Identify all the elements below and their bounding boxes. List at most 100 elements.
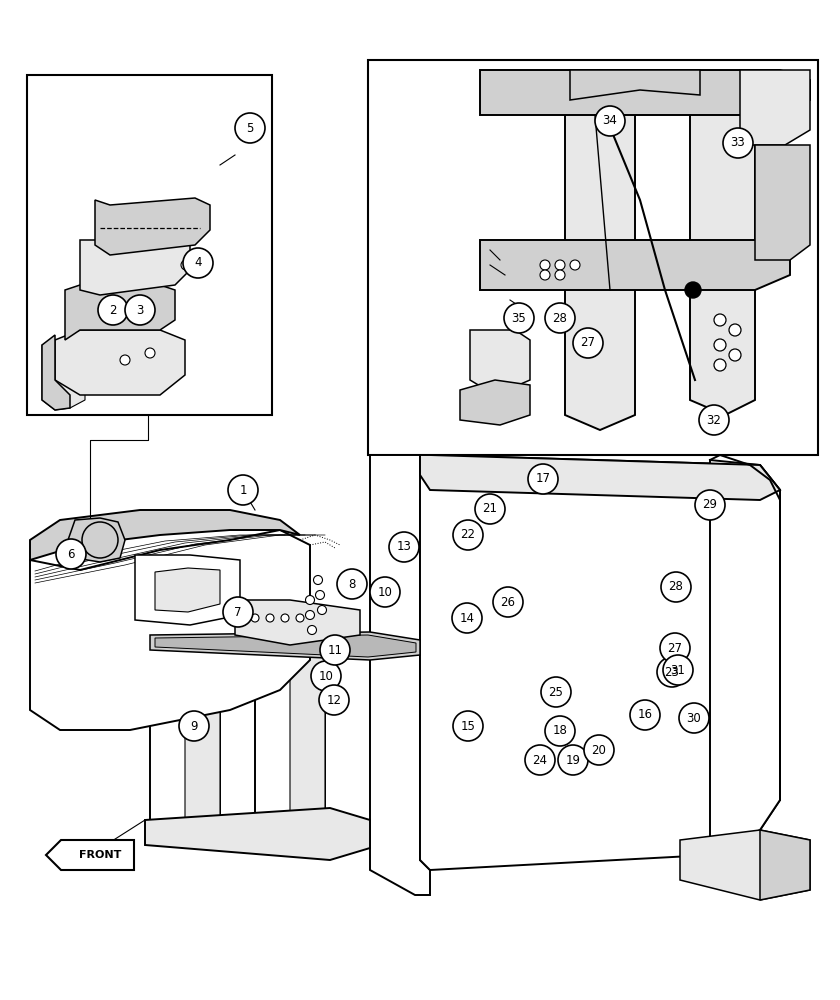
Polygon shape xyxy=(570,70,700,100)
Circle shape xyxy=(307,626,317,635)
Circle shape xyxy=(311,661,341,691)
Polygon shape xyxy=(30,530,310,730)
Text: 28: 28 xyxy=(553,312,568,324)
Text: 17: 17 xyxy=(536,473,550,486)
Text: 8: 8 xyxy=(349,578,355,590)
Circle shape xyxy=(660,633,690,663)
Polygon shape xyxy=(155,635,416,657)
Polygon shape xyxy=(135,555,240,625)
Polygon shape xyxy=(480,70,810,115)
Circle shape xyxy=(595,106,625,136)
Circle shape xyxy=(223,597,253,627)
Circle shape xyxy=(179,711,209,741)
Circle shape xyxy=(555,260,565,270)
Polygon shape xyxy=(290,638,325,832)
Polygon shape xyxy=(420,455,780,870)
Text: 10: 10 xyxy=(318,670,333,682)
Text: 5: 5 xyxy=(246,121,254,134)
Circle shape xyxy=(573,328,603,358)
Text: 28: 28 xyxy=(669,580,684,593)
Circle shape xyxy=(661,572,691,602)
Polygon shape xyxy=(150,638,220,845)
Text: 19: 19 xyxy=(565,754,580,766)
Circle shape xyxy=(228,475,258,505)
Circle shape xyxy=(504,303,534,333)
Circle shape xyxy=(729,349,741,361)
Circle shape xyxy=(545,303,575,333)
Text: 34: 34 xyxy=(602,114,617,127)
Circle shape xyxy=(125,295,155,325)
Text: 2: 2 xyxy=(109,304,117,316)
Text: 13: 13 xyxy=(396,540,412,554)
Text: 29: 29 xyxy=(702,498,717,512)
Polygon shape xyxy=(565,70,635,430)
Text: 16: 16 xyxy=(638,708,653,722)
Polygon shape xyxy=(55,330,185,395)
Text: 4: 4 xyxy=(194,256,202,269)
Text: 31: 31 xyxy=(670,664,685,676)
Polygon shape xyxy=(480,240,790,290)
Polygon shape xyxy=(65,285,175,340)
Text: 7: 7 xyxy=(234,605,242,618)
Circle shape xyxy=(555,270,565,280)
Polygon shape xyxy=(740,70,810,145)
Text: 14: 14 xyxy=(459,611,475,624)
Circle shape xyxy=(729,324,741,336)
Circle shape xyxy=(281,614,289,622)
Text: 3: 3 xyxy=(136,304,144,316)
Circle shape xyxy=(319,685,349,715)
Circle shape xyxy=(663,655,693,685)
Text: FRONT: FRONT xyxy=(79,850,121,860)
Polygon shape xyxy=(42,335,70,410)
Polygon shape xyxy=(755,145,810,260)
Circle shape xyxy=(370,577,400,607)
Polygon shape xyxy=(80,240,190,295)
Circle shape xyxy=(525,745,555,775)
Circle shape xyxy=(493,587,523,617)
Text: 15: 15 xyxy=(460,720,475,732)
Polygon shape xyxy=(46,840,134,870)
Polygon shape xyxy=(690,100,755,415)
Circle shape xyxy=(316,590,324,599)
Circle shape xyxy=(98,295,128,325)
Circle shape xyxy=(313,576,323,584)
Text: 25: 25 xyxy=(549,686,564,698)
Circle shape xyxy=(235,113,265,143)
Text: 1: 1 xyxy=(239,484,247,496)
Polygon shape xyxy=(95,198,210,255)
Text: 24: 24 xyxy=(533,754,548,766)
Circle shape xyxy=(306,610,314,619)
Polygon shape xyxy=(42,340,85,410)
Circle shape xyxy=(540,260,550,270)
Text: 30: 30 xyxy=(686,712,701,724)
Circle shape xyxy=(120,355,130,365)
Text: 20: 20 xyxy=(591,744,606,756)
Text: 12: 12 xyxy=(327,694,342,706)
Circle shape xyxy=(337,569,367,599)
Polygon shape xyxy=(185,638,220,845)
Circle shape xyxy=(453,711,483,741)
Polygon shape xyxy=(470,330,530,395)
Polygon shape xyxy=(760,830,810,900)
Circle shape xyxy=(723,128,753,158)
Text: 35: 35 xyxy=(512,312,527,324)
Circle shape xyxy=(251,614,259,622)
Circle shape xyxy=(183,248,213,278)
Text: 11: 11 xyxy=(328,644,343,656)
Circle shape xyxy=(540,270,550,280)
Circle shape xyxy=(389,532,419,562)
Polygon shape xyxy=(460,380,530,425)
Circle shape xyxy=(679,703,709,733)
Text: 9: 9 xyxy=(190,720,197,732)
Text: 33: 33 xyxy=(731,136,745,149)
Bar xyxy=(368,60,818,455)
Circle shape xyxy=(541,677,571,707)
Polygon shape xyxy=(370,455,430,895)
Polygon shape xyxy=(255,638,325,832)
Circle shape xyxy=(181,260,191,270)
Polygon shape xyxy=(150,632,420,660)
Circle shape xyxy=(695,490,725,520)
Circle shape xyxy=(56,539,86,569)
Text: 32: 32 xyxy=(706,414,722,426)
Bar xyxy=(27,75,272,415)
